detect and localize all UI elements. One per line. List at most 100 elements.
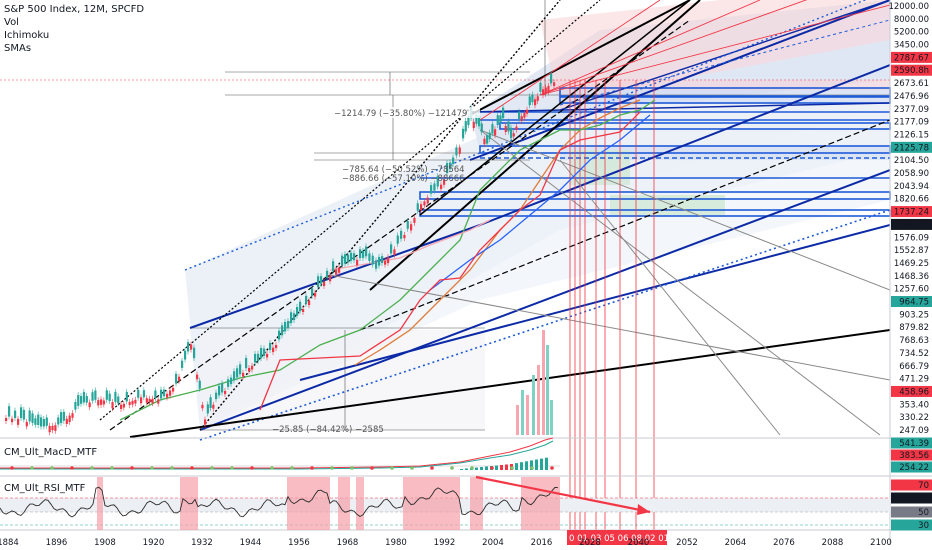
- candle-body: [526, 109, 529, 114]
- candle-body: [426, 197, 429, 204]
- price-tag-bg: [891, 218, 932, 230]
- macd-tick-label: 541.39: [899, 439, 929, 449]
- price-tick-label: 247.09: [899, 426, 929, 436]
- price-tick-label: 3450.00: [894, 41, 929, 51]
- candle-body: [464, 121, 467, 132]
- x-tick-label: 1896: [46, 538, 68, 548]
- candle-body: [198, 380, 201, 389]
- candle-body: [528, 96, 531, 106]
- candle-body: [218, 385, 221, 396]
- price-tick-label: 2177.09: [894, 118, 929, 128]
- candle-body: [371, 255, 374, 265]
- candle-body: [420, 204, 423, 211]
- rsi-overbought-zone: [97, 477, 103, 530]
- candle-body: [534, 99, 537, 106]
- candle-body: [410, 224, 413, 231]
- candle-body: [172, 387, 175, 392]
- candle-body: [520, 116, 523, 121]
- price-tag-bg: [891, 51, 932, 63]
- rsi-tag-bg: [891, 479, 932, 491]
- candle-body: [553, 82, 556, 86]
- candle-body: [54, 425, 57, 431]
- candle-body: [483, 138, 486, 145]
- rsi-tick-label: 50: [918, 508, 929, 518]
- x-tick-label: 2076: [773, 538, 795, 548]
- candle-body: [157, 399, 160, 404]
- annotation-2: −785.64 (−50.52%) −78564: [342, 165, 465, 175]
- candle-body: [102, 400, 106, 405]
- rsi-label[interactable]: CM_Ult_RSI_MTF: [4, 483, 86, 494]
- price-tick-label: 1691.75: [894, 220, 929, 230]
- x-tick-label: 2040: [628, 538, 650, 548]
- macd-dot: [310, 466, 314, 470]
- price-tick-label: 5200.00: [894, 28, 929, 38]
- candle-body: [251, 365, 254, 370]
- candle-body: [350, 252, 353, 261]
- macd-bar: [545, 457, 548, 470]
- macd-dot: [90, 466, 94, 470]
- candle-body: [204, 419, 207, 425]
- price-tick-label: 12000.00: [888, 2, 929, 12]
- legend-smas[interactable]: SMAs: [4, 43, 32, 54]
- price-tick-label: 1552.87: [894, 246, 929, 256]
- x-tick-label: 1980: [385, 538, 407, 548]
- macd-dot: [150, 466, 154, 470]
- price-tick-label: 2787.67: [894, 53, 929, 63]
- candle-body: [82, 391, 86, 403]
- macd-bar: [480, 467, 483, 470]
- candle-body: [488, 132, 491, 140]
- x-tick-label: 2064: [725, 538, 747, 548]
- macd-dot: [450, 466, 454, 470]
- rsi-axis: 70 69 50 30: [891, 479, 932, 531]
- candle-body: [478, 116, 481, 127]
- candle-body: [365, 246, 368, 257]
- price-tick-label: 458.96: [899, 387, 929, 397]
- price-tick-label: 1737.24: [894, 208, 929, 218]
- candle-body: [65, 418, 68, 424]
- moving-averages: [119, 99, 656, 421]
- candle-body: [77, 395, 80, 406]
- x-tick-label: 2052: [676, 538, 698, 548]
- macd-bar: [520, 462, 523, 470]
- macd-dot: [410, 466, 414, 470]
- candle-body: [233, 371, 236, 381]
- candle-body: [299, 301, 302, 312]
- chart-title[interactable]: S&P 500 Index, 12M, SPCFD: [4, 4, 145, 15]
- candle-body: [212, 404, 215, 409]
- price-tag-bg: [891, 64, 932, 76]
- price-levels: [0, 0, 890, 431]
- candle-body: [403, 234, 406, 239]
- candle-body: [531, 94, 534, 103]
- candle-body: [142, 390, 146, 398]
- price-tick-label: 2673.61: [894, 79, 929, 89]
- macd-bar: [530, 460, 533, 470]
- candle-body: [452, 157, 455, 165]
- price-tick-label: 8000.00: [894, 15, 929, 25]
- candle-body: [359, 249, 362, 259]
- candle-body: [284, 321, 287, 332]
- candle-body: [446, 163, 449, 174]
- candle-body: [491, 124, 494, 134]
- candle-body: [8, 406, 11, 417]
- candle-body: [430, 185, 433, 194]
- x-tick-label: 2016: [531, 538, 553, 548]
- candle-body: [71, 413, 74, 418]
- candle-body: [190, 344, 193, 350]
- macd-tag-bg: [891, 449, 932, 461]
- macd-dot: [290, 466, 294, 470]
- price-tick-label: 2125.78: [894, 143, 929, 153]
- candle-body: [272, 347, 275, 353]
- price-tick-label: 2126.15: [894, 130, 929, 140]
- rsi-tag-bg: [891, 492, 932, 504]
- macd-bar: [475, 467, 478, 470]
- legend-ichimoku[interactable]: Ichimoku: [4, 30, 50, 41]
- macd-bar: [465, 468, 468, 470]
- trend-channels: [184, 0, 891, 441]
- legend-vol[interactable]: Vol: [4, 17, 19, 28]
- candle-body: [515, 126, 518, 130]
- candle-body: [94, 390, 97, 400]
- candle-body: [413, 217, 416, 223]
- macd-label[interactable]: CM_Ult_MacD_MTF: [4, 447, 98, 458]
- candle-body: [504, 125, 507, 132]
